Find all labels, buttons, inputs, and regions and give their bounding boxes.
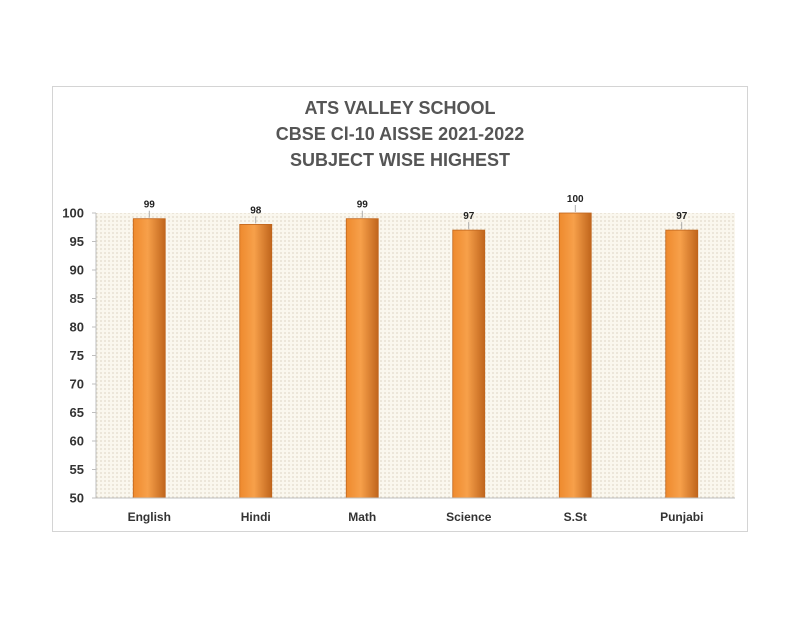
data-label: 99 <box>357 200 369 211</box>
y-tick-label: 95 <box>70 234 84 249</box>
x-tick-label: Math <box>348 510 376 524</box>
x-tick-label: Hindi <box>241 510 271 524</box>
chart-title-line-2: CBSE Cl-10 AISSE 2021-2022 <box>275 124 525 144</box>
x-axis: English Hindi Math Science S.St Punjabi <box>96 497 735 524</box>
y-tick-label: 90 <box>70 263 84 278</box>
y-tick-label: 70 <box>70 377 84 392</box>
chart-title-line-3: SUBJECT WISE HIGHEST <box>289 150 511 170</box>
y-tick-label: 75 <box>70 348 84 363</box>
x-tick-label: S.St <box>564 510 587 524</box>
bars: 99 98 99 97 100 97 <box>132 194 699 499</box>
data-label: 98 <box>250 205 262 216</box>
y-tick-label: 80 <box>70 320 84 335</box>
x-tick-label: Science <box>446 510 492 524</box>
y-tick-label: 100 <box>62 206 84 221</box>
bar-s-st <box>558 212 592 499</box>
bar-hindi <box>239 223 273 499</box>
data-label: 97 <box>463 211 475 222</box>
data-label: 99 <box>144 200 156 211</box>
bar-english <box>132 218 166 499</box>
bar-math <box>345 218 379 499</box>
y-tick-label: 85 <box>70 291 84 306</box>
plot-area <box>96 213 735 498</box>
bar-science <box>452 229 486 499</box>
y-tick-label: 65 <box>70 405 84 420</box>
x-tick-label: Punjabi <box>660 510 703 524</box>
y-tick-label: 60 <box>70 434 84 449</box>
chart-title-line-1: ATS VALLEY SCHOOL <box>304 98 496 118</box>
y-axis: 50 55 60 65 70 75 80 85 90 95 100 <box>62 206 97 506</box>
y-tick-label: 50 <box>70 491 84 506</box>
y-tick-label: 55 <box>70 462 84 477</box>
data-label: 97 <box>676 211 688 222</box>
x-tick-label: English <box>128 510 171 524</box>
bar-punjabi <box>665 229 699 499</box>
data-label: 100 <box>567 194 584 205</box>
